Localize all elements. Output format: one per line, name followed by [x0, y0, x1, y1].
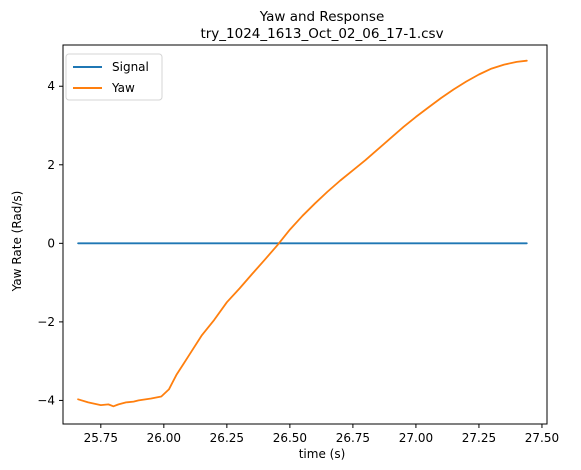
- x-tick-label: 25.75: [84, 431, 118, 445]
- x-tick-label: 26.50: [273, 431, 307, 445]
- y-tick-label: 2: [47, 158, 55, 172]
- legend: Signal Yaw: [65, 53, 163, 101]
- y-axis-label: Yaw Rate (Rad/s): [10, 191, 24, 293]
- chart-title: Yaw and Response: [259, 9, 385, 25]
- legend-label-yaw: Yaw: [111, 81, 135, 95]
- x-tick-label: 26.00: [147, 431, 181, 445]
- y-tick-label: −4: [37, 393, 55, 407]
- x-tick-label: 27.50: [525, 431, 559, 445]
- plot-area: 25.75 26.00 26.25 26.50 26.75 27.00 27.25 27.50…: [37, 44, 559, 445]
- x-tick-label: 27.25: [462, 431, 496, 445]
- chart-subtitle: try_1024_1613_Oct_02_06_17-1.csv: [200, 26, 443, 42]
- y-tick-label: −2: [37, 315, 55, 329]
- series-line-yaw: [77, 59, 528, 408]
- x-axis-label: time (s): [299, 447, 346, 461]
- y-tick-label: 0: [47, 236, 55, 250]
- x-tick-label: 27.00: [399, 431, 433, 445]
- x-axis-ticks: 25.75 26.00 26.25 26.50 26.75 27.00 27.25 27.50: [84, 424, 559, 445]
- legend-label-signal: Signal: [112, 60, 149, 74]
- y-axis-ticks: −4 −2 0 2 4: [37, 79, 63, 407]
- x-tick-label: 26.75: [336, 431, 370, 445]
- axes-frame: [62, 44, 548, 425]
- series-layer: [77, 59, 528, 408]
- x-tick-label: 26.25: [210, 431, 244, 445]
- y-tick-label: 4: [47, 79, 55, 93]
